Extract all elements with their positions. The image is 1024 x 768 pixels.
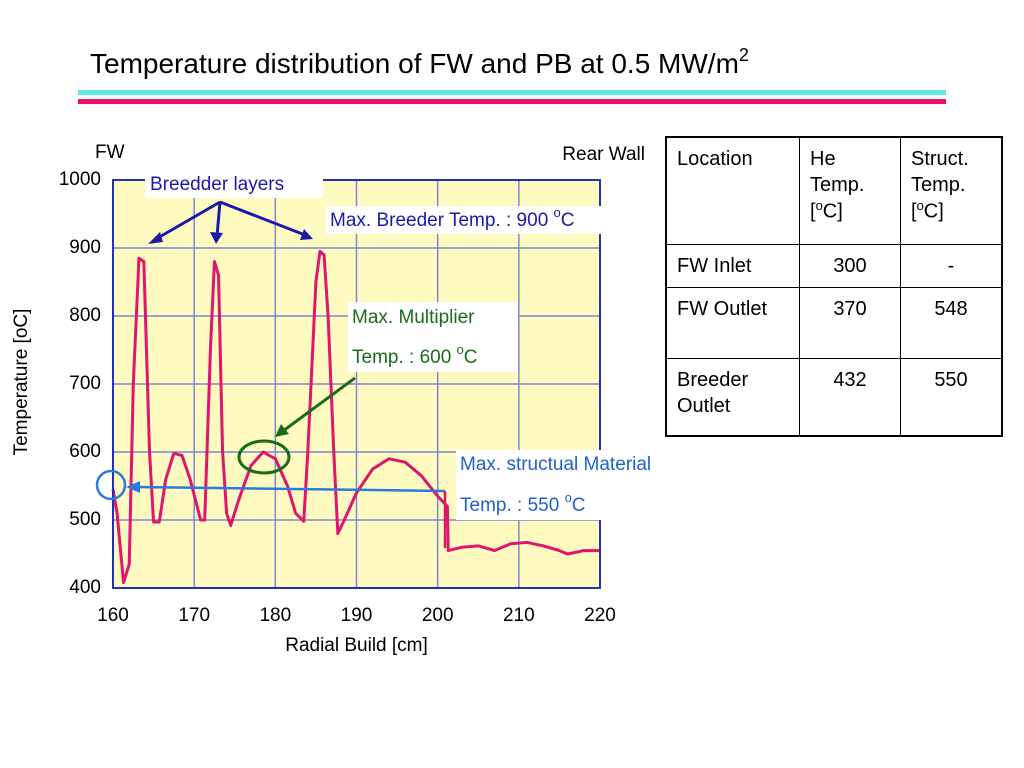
series [111, 249, 600, 585]
annotation-text: Temp. : 550 [460, 495, 565, 516]
annotation-shapes [95, 172, 706, 548]
y-tick-label: 600 [69, 441, 101, 462]
y-tick-label: 400 [69, 577, 101, 598]
header-text: Struct. Temp. [911, 148, 969, 196]
unit: [oC] [911, 198, 991, 225]
annotation-text: Temp. : 600 [352, 347, 457, 368]
unit-sup: o [916, 198, 924, 213]
annotation-sup: o [565, 490, 572, 505]
table-cell: 548 [900, 287, 1003, 359]
title-rule-pink [78, 99, 946, 104]
x-tick-label: 170 [178, 605, 210, 626]
table-cell: Breeder Outlet [665, 358, 800, 437]
annotation: Max. structual Material [460, 454, 651, 475]
breeder-arrows [148, 200, 313, 244]
annotation-post: C [464, 347, 478, 368]
table-row: FW Inlet 300- [665, 244, 1003, 288]
plot-border [112, 179, 601, 589]
structural-arrow [95, 469, 447, 548]
unit: [oC] [810, 198, 890, 225]
label-bg [456, 450, 706, 520]
x-tick-label: 210 [503, 605, 535, 626]
title-rule-cyan [78, 90, 946, 95]
y-tick-label: 500 [69, 509, 101, 530]
unit-pre: [ [810, 200, 816, 223]
slide-title: Temperature distribution of FW and PB at… [90, 45, 749, 80]
rear-wall-label: Rear Wall [562, 144, 645, 165]
annotation: Max. Multiplier [352, 307, 475, 328]
header-row: Location He Temp. [oC] Struct. Temp. [oC] [665, 136, 1003, 245]
labels: 400 500 600 700 800 900 1000 160 170 180 190 200 210… [11, 142, 651, 656]
annotation: Breedder layers [150, 174, 284, 195]
label-bg [348, 302, 518, 372]
x-tick-label: 180 [259, 605, 291, 626]
annotation-sup: o [457, 342, 464, 357]
table-cell: - [900, 244, 1003, 288]
annotation-post: C [561, 210, 575, 231]
fw-label: FW [95, 142, 125, 163]
unit-pre: [ [911, 200, 917, 223]
annotation-text: Max. Breeder Temp. : 900 [330, 210, 554, 231]
series-line [111, 249, 600, 585]
annotation: Max. Breeder Temp. : 900 oC [330, 205, 575, 231]
table-cell: 300 [799, 244, 901, 288]
header-cell: He Temp. [oC] [799, 136, 901, 245]
y-tick-label: 700 [69, 373, 101, 394]
x-tick-label: 190 [341, 605, 373, 626]
y-axis-label: Temperature [oC] [11, 309, 32, 456]
annotation: Temp. : 600 oC [352, 342, 478, 368]
table-cell: 432 [799, 358, 901, 437]
annotation-sup: o [554, 205, 561, 220]
data-table: Location He Temp. [oC] Struct. Temp. [oC] FW … [665, 136, 1003, 437]
header-text: He Temp. [810, 148, 865, 196]
table-row: FW Outlet 370 548 [665, 287, 1003, 359]
annotation: Temp. : 550 oC [460, 490, 586, 516]
annotation-post: C [572, 495, 586, 516]
annotation-text: Max. structual Material [460, 454, 651, 475]
annotation-text: Max. Multiplier [352, 307, 475, 328]
header-cell: Struct. Temp. [oC] [900, 136, 1003, 245]
unit-sup: o [815, 198, 823, 213]
annotation-text: Breedder layers [150, 174, 284, 195]
y-tick-label: 900 [69, 237, 101, 258]
header-cell: Location [665, 136, 800, 245]
title-sup: 2 [739, 45, 749, 65]
title-text: Temperature distribution of FW and PB at… [90, 48, 739, 79]
unit-post: C] [822, 200, 843, 223]
table-cell: 370 [799, 287, 901, 359]
table-cell: 550 [900, 358, 1003, 437]
table-row: Breeder Outlet 432 550 [665, 358, 1003, 437]
table-cell: FW Inlet [665, 244, 800, 288]
header-text: Location [677, 148, 753, 170]
label-bg [145, 172, 323, 198]
x-tick-label: 200 [422, 605, 454, 626]
x-tick-label: 220 [584, 605, 616, 626]
label-bg [326, 206, 644, 234]
unit-post: C] [923, 200, 944, 223]
x-axis-label: Radial Build [cm] [285, 635, 428, 656]
multiplier-arrow [237, 376, 356, 475]
table-cell: FW Outlet [665, 287, 800, 359]
x-tick-label: 160 [97, 605, 129, 626]
y-tick-label: 800 [69, 305, 101, 326]
y-tick-label: 1000 [59, 169, 101, 190]
